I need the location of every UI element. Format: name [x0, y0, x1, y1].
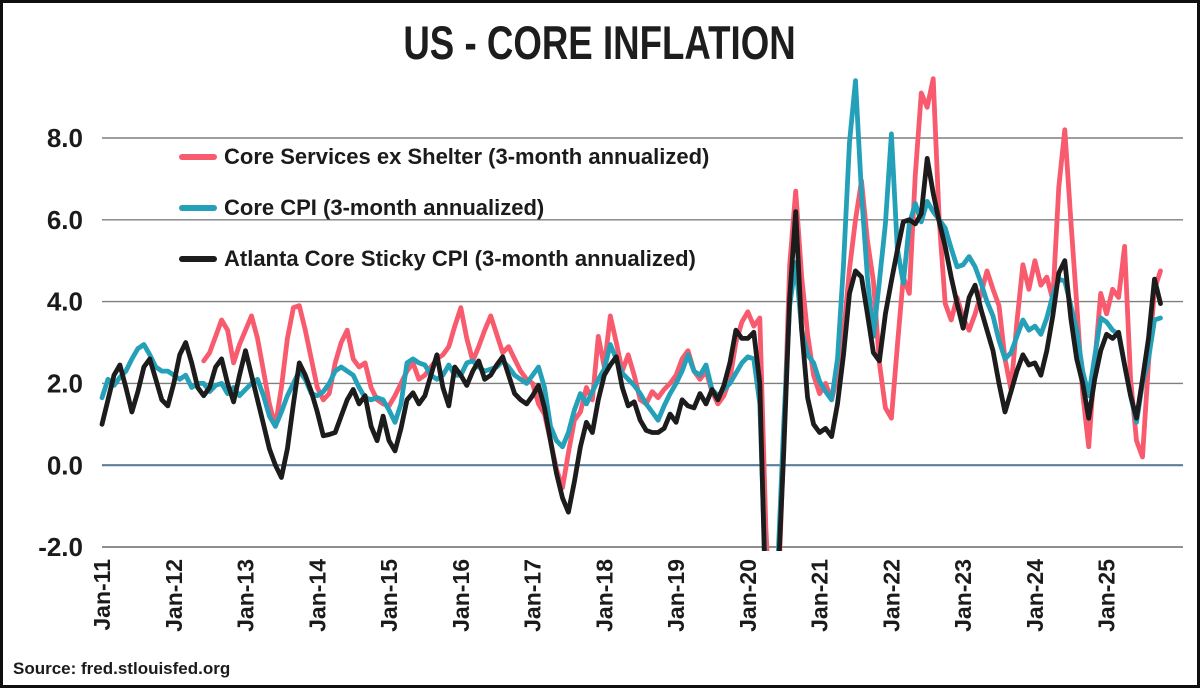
x-tick-label: Jan-22 [878, 559, 904, 632]
x-tick-label: Jan-17 [520, 559, 546, 632]
series-line-sticky-cpi [99, 156, 1163, 551]
legend-label-core-cpi: Core CPI (3-month annualized) [224, 194, 545, 220]
x-tick-label: Jan-15 [376, 559, 402, 632]
x-tick-label: Jan-13 [233, 559, 259, 632]
x-tick-label: Jan-11 [89, 559, 115, 631]
chart-title: US - CORE INFLATION [403, 16, 797, 69]
series-line-core-cpi [99, 78, 1163, 551]
x-tick-label: Jan-12 [161, 559, 187, 632]
legend-item-core-cpi: Core CPI (3-month annualized) [179, 182, 709, 233]
y-tick-label: 0.0 [47, 450, 83, 480]
x-tick-label: Jan-20 [735, 559, 761, 632]
legend-label-core-services: Core Services ex Shelter (3-month annual… [224, 143, 710, 169]
series-line-core-services [201, 76, 1163, 551]
legend: Core Services ex Shelter (3-month annual… [179, 131, 709, 284]
x-tick-label: Jan-21 [807, 559, 833, 632]
x-tick-label: Jan-18 [591, 559, 617, 632]
x-tick-label: Jan-19 [663, 559, 689, 632]
y-tick-label: 8.0 [47, 123, 83, 153]
y-tick-label: 2.0 [47, 369, 83, 399]
x-tick-label: Jan-16 [448, 559, 474, 632]
legend-item-core-services: Core Services ex Shelter (3-month annual… [179, 131, 709, 182]
legend-item-sticky-cpi: Atlanta Core Sticky CPI (3-month annuali… [179, 233, 709, 284]
source-note: Source: fred.stlouisfed.org [13, 659, 231, 678]
legend-swatch-sticky-cpi [179, 255, 217, 262]
x-tick-label: Jan-14 [304, 559, 330, 632]
y-tick-label: 4.0 [47, 287, 83, 317]
x-tick-label: Jan-24 [1022, 559, 1048, 632]
x-tick-label: Jan-23 [950, 559, 976, 632]
legend-swatch-core-cpi [179, 204, 217, 211]
legend-swatch-core-services [179, 153, 217, 160]
y-tick-label: -2.0 [38, 532, 83, 562]
legend-label-sticky-cpi: Atlanta Core Sticky CPI (3-month annuali… [224, 245, 696, 271]
x-tick-label: Jan-25 [1094, 559, 1120, 632]
y-tick-label: 6.0 [47, 205, 83, 235]
